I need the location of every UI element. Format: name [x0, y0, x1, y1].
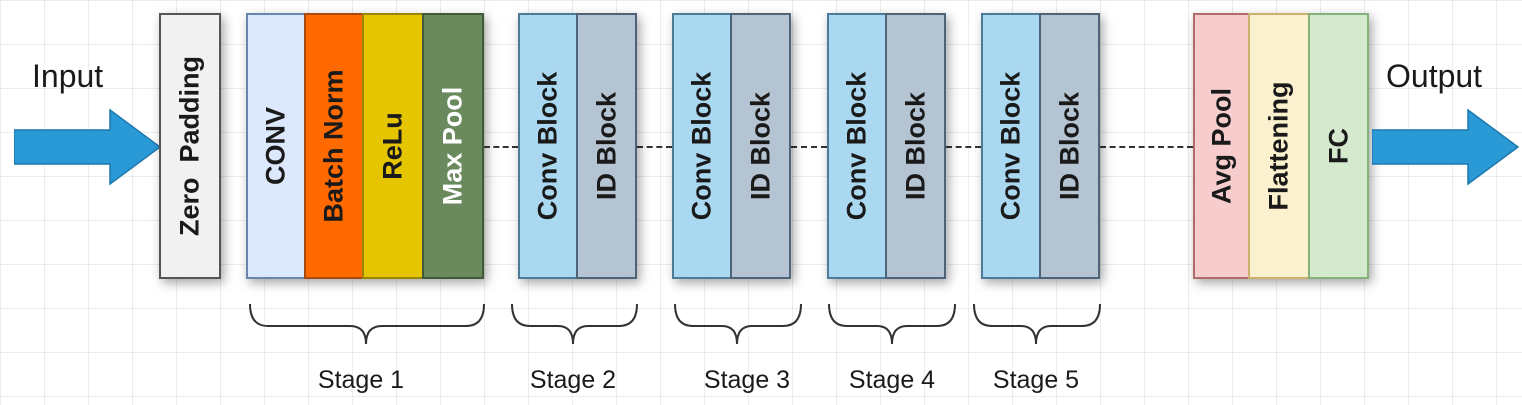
stage5-id-label: ID Block	[1054, 91, 1084, 201]
stage3-label: Stage 3	[703, 366, 791, 394]
conv-block-layer: CONV	[246, 13, 306, 279]
stage1-group: CONV Batch Norm ReLu Max Pool	[246, 13, 484, 279]
batch-norm-label: Batch Norm	[318, 69, 349, 223]
connector-2-3	[637, 146, 672, 148]
zero-padding-label: Zero Padding	[174, 55, 205, 237]
connector-4-5	[946, 146, 981, 148]
stage5-conv-label: Conv Block	[995, 71, 1026, 221]
brace-stage4-icon	[828, 303, 956, 345]
connector-5-head	[1100, 146, 1193, 148]
stage2-id-label: ID Block	[591, 91, 621, 201]
stage2-id-block: ID Block	[576, 13, 637, 279]
stage4-group: Conv Block ID Block	[827, 13, 946, 279]
batch-norm-layer: Batch Norm	[304, 13, 364, 279]
stage4-label: Stage 4	[848, 366, 936, 394]
brace-stage3-icon	[674, 303, 802, 345]
input-label: Input	[32, 58, 104, 94]
stage5-id-block: ID Block	[1039, 13, 1100, 279]
stage2-conv-label: Conv Block	[532, 71, 563, 221]
avg-pool-label: Avg Pool	[1206, 87, 1236, 205]
avg-pool-layer: Avg Pool	[1193, 13, 1250, 279]
stage2-group: Conv Block ID Block	[518, 13, 637, 279]
output-arrow-icon	[1372, 108, 1520, 186]
stage3-id-label: ID Block	[745, 91, 775, 201]
stage1-label: Stage 1	[317, 366, 405, 394]
relu-label: ReLu	[377, 112, 408, 180]
connector-3-4	[791, 146, 827, 148]
input-arrow-icon	[14, 108, 162, 186]
stage4-conv-block: Conv Block	[827, 13, 887, 279]
brace-stage1-icon	[249, 303, 485, 345]
max-pool-layer: Max Pool	[422, 13, 484, 279]
head-group: Avg Pool Flattening FC	[1193, 13, 1369, 279]
max-pool-label: Max Pool	[437, 86, 468, 206]
zero-padding-block: Zero Padding	[159, 13, 221, 279]
flattening-layer: Flattening	[1248, 13, 1310, 279]
stage4-id-block: ID Block	[885, 13, 946, 279]
brace-stage5-icon	[973, 303, 1101, 345]
stage2-conv-block: Conv Block	[518, 13, 578, 279]
stage5-conv-block: Conv Block	[981, 13, 1041, 279]
relu-layer: ReLu	[362, 13, 424, 279]
fc-layer: FC	[1308, 13, 1369, 279]
stage5-group: Conv Block ID Block	[981, 13, 1100, 279]
stage-braces	[249, 303, 1101, 345]
stage2-label: Stage 2	[529, 366, 617, 394]
output-label: Output	[1386, 58, 1483, 94]
stage3-conv-label: Conv Block	[686, 71, 717, 221]
conv-label: CONV	[260, 106, 291, 186]
stage3-group: Conv Block ID Block	[672, 13, 791, 279]
stage3-id-block: ID Block	[730, 13, 791, 279]
brace-stage2-icon	[511, 303, 638, 345]
stage4-id-label: ID Block	[900, 91, 930, 201]
flattening-label: Flattening	[1263, 81, 1294, 211]
fc-label: FC	[1323, 128, 1353, 164]
stage4-conv-label: Conv Block	[841, 71, 872, 221]
stage5-label: Stage 5	[992, 366, 1080, 394]
connector-1-2	[484, 146, 518, 148]
stage3-conv-block: Conv Block	[672, 13, 732, 279]
